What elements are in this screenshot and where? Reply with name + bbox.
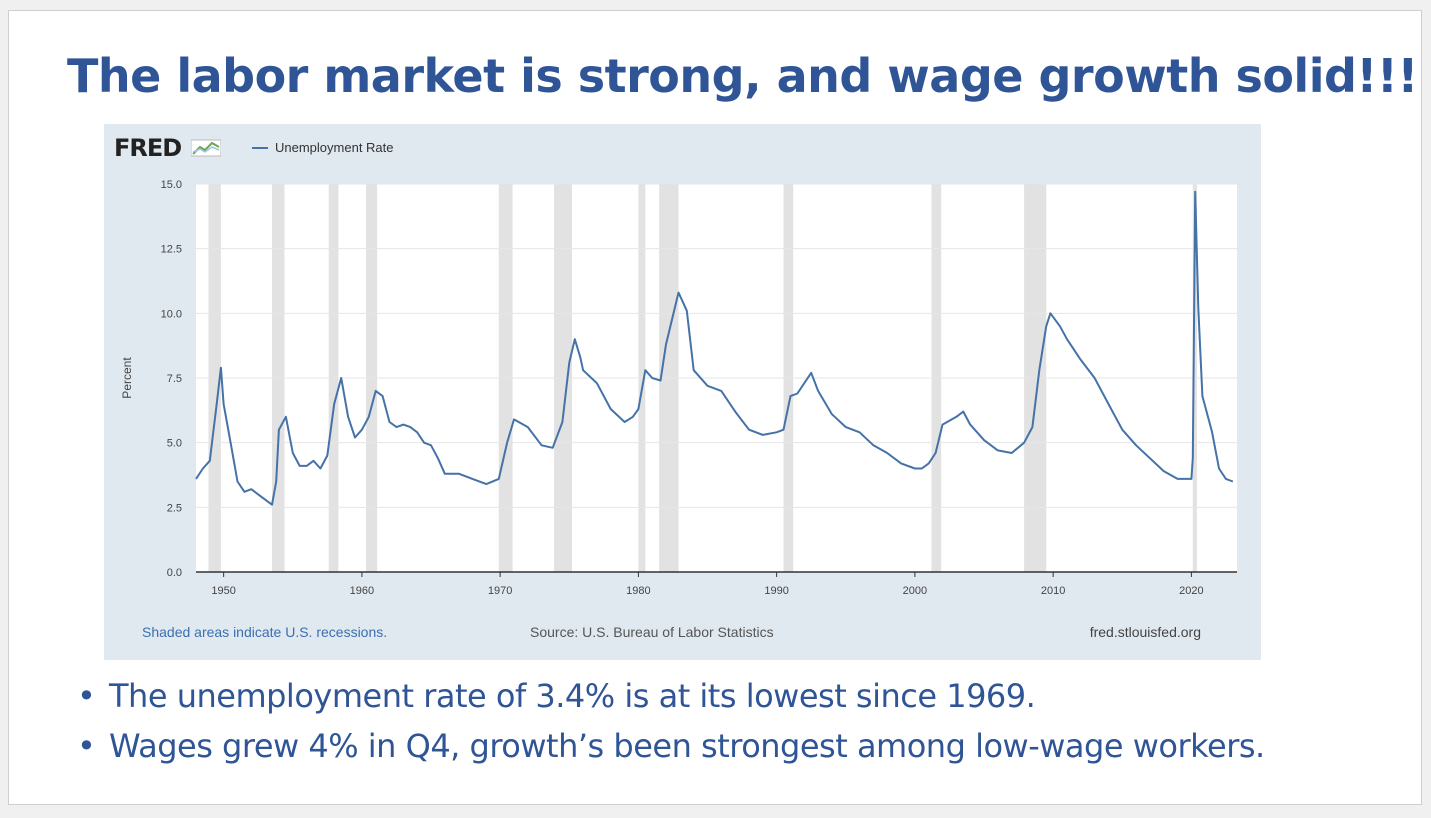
x-tick-label: 1980 — [626, 585, 650, 597]
legend-label: Unemployment Rate — [275, 140, 394, 155]
unemployment-chart: 0.0 2.5 5.0 7.5 10.0 12.5 15.0 1950 1960 1970 1980… — [120, 179, 1237, 597]
bullet-text: The unemployment rate of 3.4% is at its … — [109, 677, 1036, 715]
x-tick-label: 1950 — [211, 585, 235, 597]
x-tick-label: 1990 — [764, 585, 788, 597]
fred-logo-text: FRED — [114, 134, 182, 162]
y-tick-label: 7.5 — [167, 373, 182, 385]
bullet-text: Wages grew 4% in Q4, growth’s been stron… — [109, 727, 1265, 765]
series-line-unemployment-rate — [195, 190, 1234, 506]
y-tick-label: 2.5 — [167, 502, 182, 514]
chart-legend: Unemployment Rate — [252, 140, 394, 155]
bullet-dot: • — [77, 677, 96, 715]
bullet-list: • The unemployment rate of 3.4% is at its… — [77, 671, 1265, 771]
y-tick-label: 10.0 — [161, 308, 182, 320]
slide: The labor market is strong, and wage gro… — [8, 10, 1422, 805]
bullet-item: • The unemployment rate of 3.4% is at its… — [77, 671, 1265, 721]
y-axis-label: Percent — [120, 357, 134, 399]
slide-title: The labor market is strong, and wage gro… — [67, 49, 1418, 103]
x-tick-label: 1960 — [350, 585, 374, 597]
y-tick-label: 15.0 — [161, 179, 182, 191]
legend-swatch — [252, 146, 268, 149]
y-tick-label: 0.0 — [167, 567, 182, 579]
recession-note: Shaded areas indicate U.S. recessions. — [142, 624, 388, 640]
fred-site-link[interactable]: fred.stlouisfed.org — [1089, 624, 1201, 640]
fred-logo: FRED — [114, 134, 222, 162]
bullet-item: • Wages grew 4% in Q4, growth’s been stro… — [77, 721, 1265, 771]
x-tick-label: 2020 — [1179, 585, 1203, 597]
fred-chart-icon — [190, 139, 222, 157]
x-tick-label: 2010 — [1041, 585, 1065, 597]
fred-chart-panel: 0.0 2.5 5.0 7.5 10.0 12.5 15.0 1950 1960 1970 1980… — [104, 124, 1261, 660]
x-tick-label: 2000 — [903, 585, 927, 597]
y-tick-label: 5.0 — [167, 438, 182, 450]
bullet-dot: • — [77, 727, 96, 765]
x-tick-label: 1970 — [488, 585, 512, 597]
source-note: Source: U.S. Bureau of Labor Statistics — [530, 624, 774, 640]
y-tick-label: 12.5 — [161, 244, 182, 256]
